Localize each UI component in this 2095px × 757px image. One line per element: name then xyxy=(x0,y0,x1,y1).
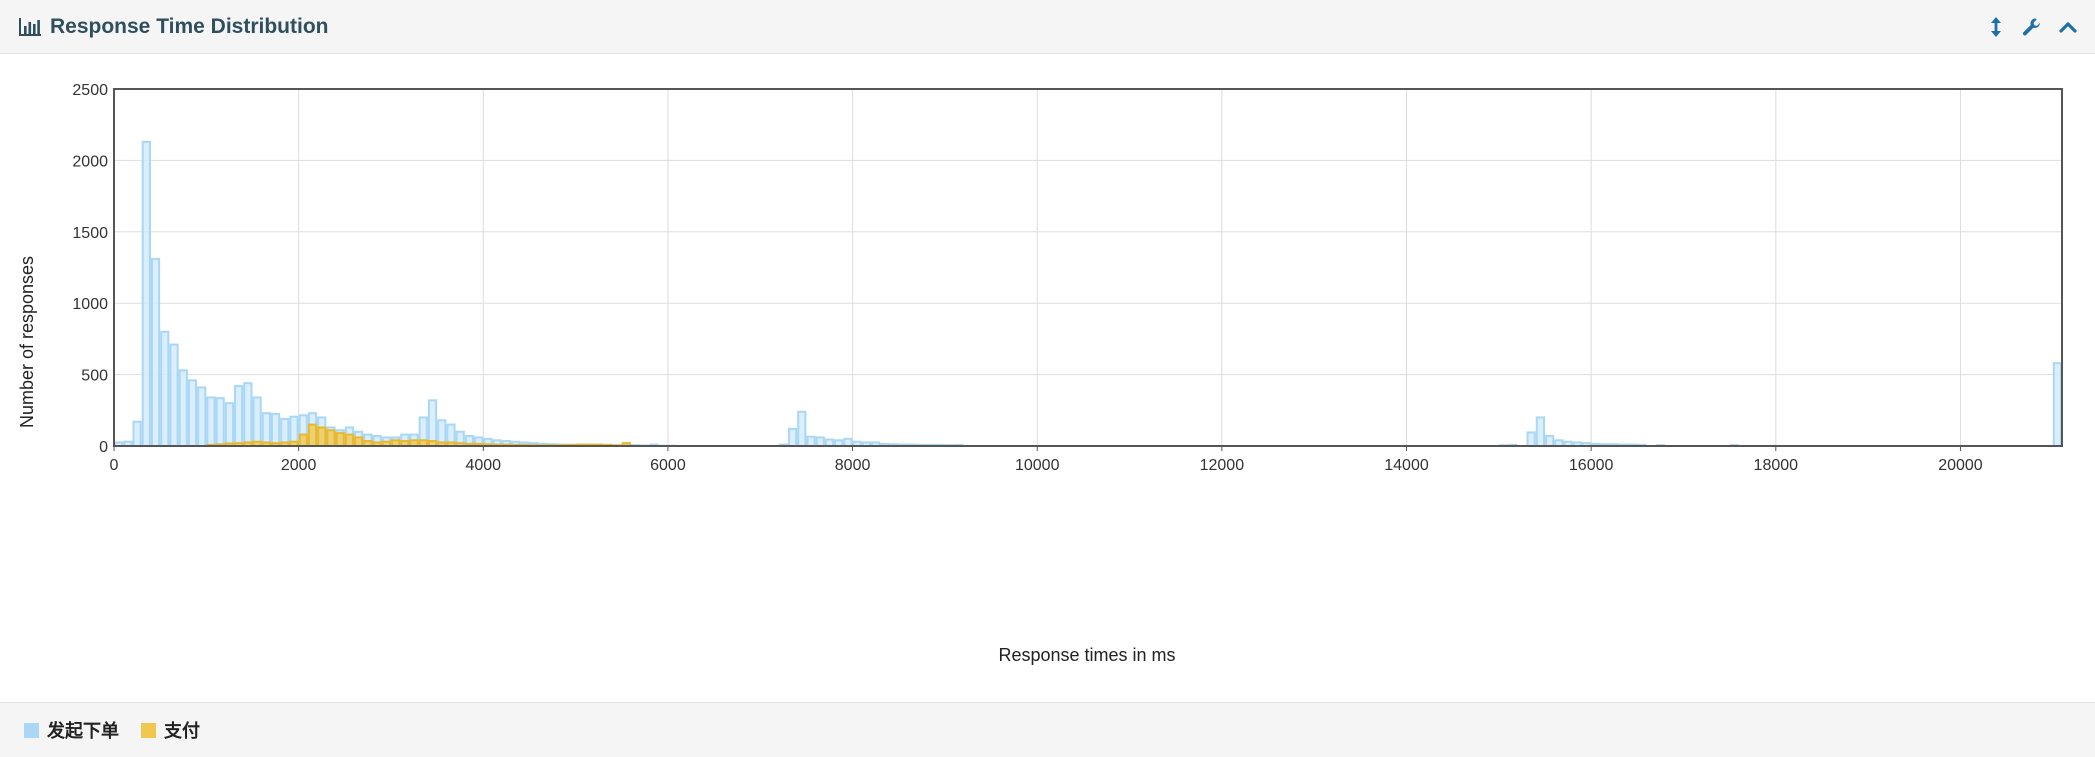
y-tick-label: 2000 xyxy=(72,153,108,170)
bar-series-1[interactable] xyxy=(234,385,244,447)
x-tick-label: 4000 xyxy=(465,457,501,474)
x-tick-label: 20000 xyxy=(1938,457,1983,474)
bar-series-1[interactable] xyxy=(178,369,188,448)
x-tick-label: 14000 xyxy=(1384,457,1429,474)
bar-series-1[interactable] xyxy=(206,396,216,447)
legend-label-series-2: 支付 xyxy=(164,721,200,741)
bar-series-1[interactable] xyxy=(252,396,262,447)
legend-label-series-1: 发起下单 xyxy=(47,721,119,741)
bar-series-1[interactable] xyxy=(187,379,198,448)
y-axis-label: Number of responses xyxy=(17,256,37,428)
plot-frame xyxy=(113,88,2063,447)
bar-chart-icon xyxy=(19,18,41,36)
bar-series-1[interactable] xyxy=(132,420,142,447)
bar-series-1[interactable] xyxy=(169,343,179,447)
bar-series-2[interactable] xyxy=(335,432,345,448)
panel-title: Response Time Distribution xyxy=(50,15,329,38)
grid-lines xyxy=(113,88,2062,447)
bar-series-1[interactable] xyxy=(1526,431,1536,447)
panel-tools xyxy=(1985,0,2079,54)
bar-series-1[interactable] xyxy=(243,382,253,447)
y-tick-label: 1000 xyxy=(72,296,108,313)
bar-series-2[interactable] xyxy=(344,433,355,447)
panel-header: Response Time Distribution xyxy=(0,0,2095,54)
x-tick-label: 18000 xyxy=(1754,457,1799,474)
bar-series-1[interactable] xyxy=(224,402,235,448)
y-tick-label: 1500 xyxy=(72,225,108,242)
bar-series-1[interactable] xyxy=(787,427,798,448)
bar-series-1[interactable] xyxy=(806,435,816,447)
legend-item-series-2[interactable]: 支付 xyxy=(141,717,200,743)
bar-series-1[interactable] xyxy=(1544,435,1555,447)
legend-item-series-1[interactable]: 发起下单 xyxy=(24,717,119,743)
bar-series-2[interactable] xyxy=(307,423,318,447)
x-axis-label: Response times in ms xyxy=(998,645,1175,665)
bar-series-1[interactable] xyxy=(270,412,281,447)
bar-series-1[interactable] xyxy=(797,410,807,447)
panel-title-group: Response Time Distribution xyxy=(18,0,329,54)
bar-series-1[interactable] xyxy=(261,412,271,448)
x-tick-label: 6000 xyxy=(650,457,686,474)
x-tick-label: 8000 xyxy=(835,457,871,474)
plot-background xyxy=(114,89,2062,446)
response-time-histogram: 0 500 1000 1500 2000 2500 0 2000 4000 6000 8000 100… xyxy=(17,82,2063,665)
bar-series-1[interactable] xyxy=(150,257,161,447)
bar-series-2[interactable] xyxy=(317,426,327,448)
bar-series-2[interactable] xyxy=(326,429,336,447)
legend-swatch-series-1 xyxy=(24,722,39,738)
chart-area: 0 500 1000 1500 2000 2500 0 2000 4000 6000 8000 100… xyxy=(0,54,2095,702)
bar-series-1[interactable] xyxy=(815,436,825,448)
y-tick-label: 500 xyxy=(81,368,108,385)
bar-series-1[interactable] xyxy=(141,140,151,447)
bar-series-1[interactable] xyxy=(215,397,225,447)
bar-series-1[interactable] xyxy=(843,437,853,447)
bar-series-1[interactable] xyxy=(160,330,170,448)
x-tick-label: 0 xyxy=(110,457,119,474)
bar-series-2[interactable] xyxy=(298,433,308,447)
x-tick-label: 16000 xyxy=(1569,457,1614,474)
x-tick-label: 12000 xyxy=(1200,457,1245,474)
bar-series-1[interactable] xyxy=(197,386,207,447)
resize-vertical-icon[interactable] xyxy=(1985,16,2007,38)
legend-swatch-series-2 xyxy=(141,722,156,738)
x-tick-label: 10000 xyxy=(1015,457,1060,474)
y-tick-label: 2500 xyxy=(72,82,108,99)
bar-series-2[interactable] xyxy=(354,436,364,448)
bar-series-1[interactable] xyxy=(427,399,438,447)
chart-legend: 发起下单 支付 xyxy=(0,702,2095,757)
chevron-up-icon[interactable] xyxy=(2057,16,2079,38)
axes: 0 500 1000 1500 2000 2500 0 2000 4000 6000 8000 100… xyxy=(72,82,2063,474)
bar-series-1[interactable] xyxy=(2052,362,2063,447)
x-tick-label: 2000 xyxy=(281,457,317,474)
wrench-icon[interactable] xyxy=(2021,16,2043,38)
bar-series-1[interactable] xyxy=(1535,416,1545,448)
y-tick-label: 0 xyxy=(99,439,108,456)
